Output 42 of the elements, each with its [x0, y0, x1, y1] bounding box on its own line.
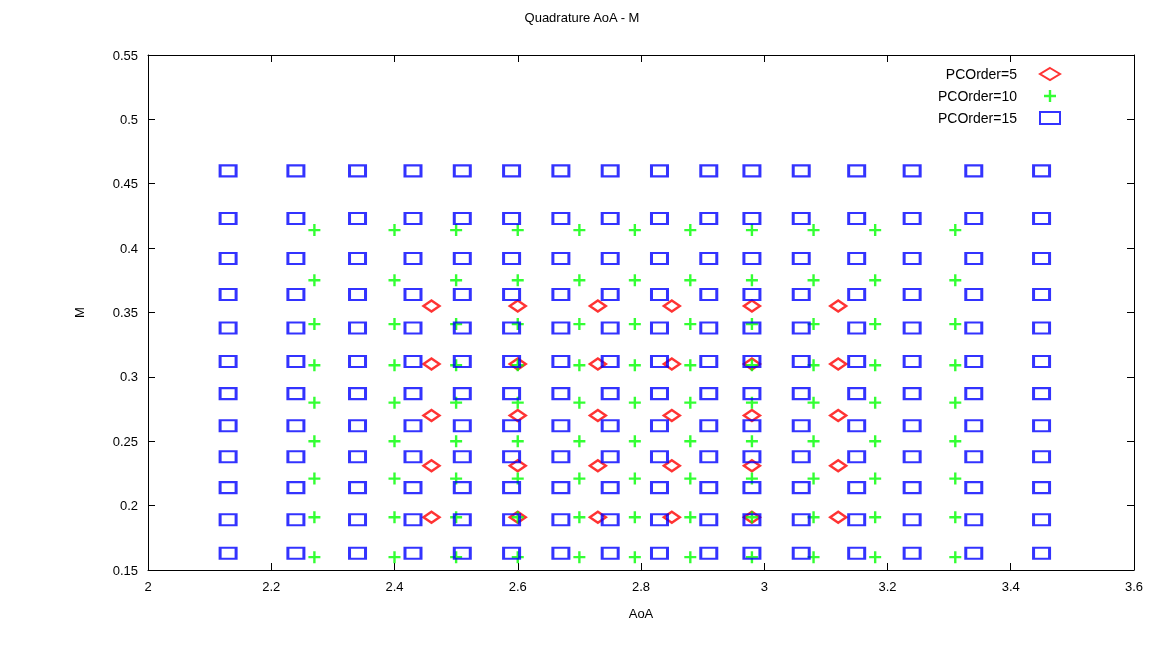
point [828, 299, 848, 313]
x-axis-title: AoA [628, 606, 654, 621]
y-tick-label: 0.35 [112, 305, 138, 320]
point [662, 458, 682, 473]
legend-label: PCOrder=15 [938, 110, 1018, 126]
y-tick-label: 0.55 [112, 47, 138, 63]
point [828, 510, 848, 524]
point [422, 299, 441, 313]
point [588, 408, 608, 423]
point [662, 299, 682, 313]
point [422, 357, 441, 371]
y-tick-label: 0.3 [119, 369, 138, 385]
y-tick-label: 0.5 [119, 111, 138, 127]
legend-label: PCOrder=10 [938, 88, 1018, 104]
point [422, 458, 441, 473]
y-tick-label: 0.45 [112, 176, 138, 192]
point [742, 299, 762, 313]
y-axis-title: M [72, 307, 87, 318]
y-tick-label: 0.25 [112, 433, 138, 449]
point [422, 510, 441, 524]
point [508, 299, 527, 313]
point [662, 408, 682, 423]
x-tick-label: 3.2 [878, 579, 897, 594]
x-tick-label: 2.2 [262, 579, 281, 594]
legend-label: PCOrder=5 [945, 66, 1018, 82]
x-tick-label: 3.6 [1124, 579, 1144, 594]
point [588, 299, 608, 313]
x-tick-label: 3.4 [1001, 579, 1020, 594]
x-tick-label: 2.4 [385, 579, 404, 594]
point [588, 458, 608, 473]
point [828, 408, 848, 423]
x-tick-label: 3 [760, 579, 768, 594]
y-tick-label: 0.2 [119, 498, 138, 514]
y-tick-label: 0.4 [119, 240, 138, 256]
chart-title: Quadrature AoA - M [524, 10, 640, 25]
x-tick-label: 2.8 [631, 579, 651, 594]
y-tick-label: 0.15 [112, 562, 138, 578]
point [422, 408, 441, 423]
point [828, 357, 848, 371]
x-tick-label: 2.6 [508, 579, 527, 594]
point [828, 458, 848, 473]
x-tick-label: 2 [144, 579, 152, 594]
